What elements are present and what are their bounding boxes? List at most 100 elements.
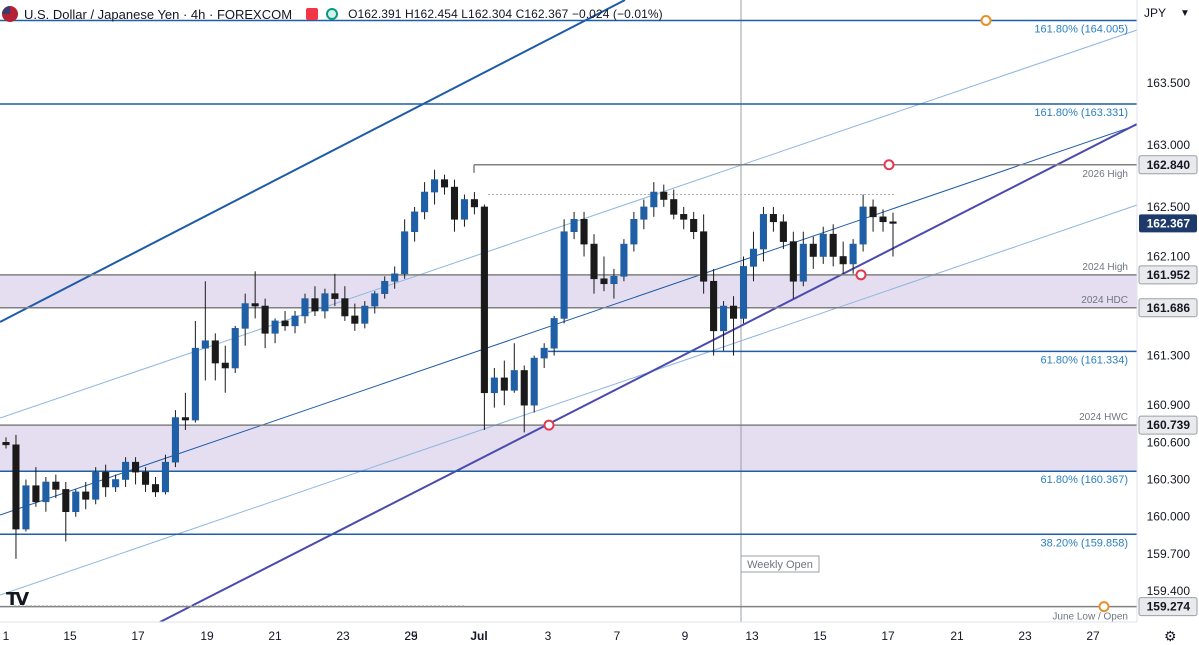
candle (849, 239, 857, 274)
candle (22, 479, 30, 532)
currency-selector[interactable]: JPY ▼ (1138, 1, 1196, 25)
candle-body (759, 214, 767, 250)
candle (351, 303, 359, 331)
candle (749, 231, 758, 282)
symbol-title[interactable]: U.S. Dollar / Japanese Yen · 4h · FOREXC… (24, 6, 293, 22)
candle (32, 467, 40, 507)
price-badge-text: 160.739 (1147, 418, 1191, 432)
price-badge-box (1138, 415, 1198, 435)
candle-body (879, 216, 887, 223)
candle-body (859, 206, 867, 245)
candle-body (321, 293, 329, 312)
tradingview-logo-icon[interactable]: TV (6, 589, 29, 610)
candle-body (580, 219, 588, 245)
candle (859, 194, 867, 252)
candle (759, 206, 767, 262)
candle-body (22, 485, 30, 530)
candle (440, 174, 449, 195)
candle (620, 239, 628, 282)
level-label-10: June Low / Open (1052, 612, 1128, 623)
color-swatch-icon[interactable] (306, 8, 319, 20)
candle-body (630, 219, 638, 245)
candle (470, 192, 478, 215)
candle-body (361, 305, 369, 324)
candle-body (700, 231, 708, 282)
candle (730, 296, 738, 356)
candle (739, 256, 748, 324)
level-label-3: 2026 High (1082, 169, 1128, 180)
candle (201, 281, 209, 381)
candle (500, 360, 508, 406)
candle-body (421, 191, 429, 213)
candle-body (411, 211, 419, 233)
candle-body (112, 479, 120, 488)
candle-body (171, 417, 179, 463)
candle-body (241, 303, 249, 329)
market-status-icon[interactable] (326, 8, 339, 20)
candle-body (769, 214, 777, 223)
x-tick-label-8: 29 (404, 629, 418, 643)
candle (560, 219, 568, 324)
candle (769, 206, 777, 232)
candle (590, 234, 598, 294)
candle-body (12, 444, 20, 530)
ohlc-readout: O162.391 H162.454 L162.304 C162.367 −0.0… (348, 7, 663, 21)
candle-body (151, 484, 160, 493)
candle (62, 481, 70, 542)
candle-body (52, 481, 60, 490)
candle (460, 194, 468, 227)
level-label-7: 2024 HWC (1079, 412, 1128, 423)
channel-quarter-line-2 (0, 204, 1138, 596)
candle (331, 273, 339, 307)
candle-body (590, 243, 598, 280)
candle (580, 211, 588, 257)
gear-icon[interactable]: ⚙ (1164, 628, 1177, 644)
candle (779, 214, 787, 250)
price-badge-3: 161.952 (1138, 265, 1198, 285)
support-zone-1 (0, 274, 1137, 308)
price-badge-text: 162.367 (1147, 216, 1191, 230)
candle (640, 199, 648, 230)
candle-body (141, 471, 150, 485)
weekly-open-label: Weekly Open (740, 555, 820, 573)
level-label-2: 161.80% (163.331) (1034, 107, 1128, 119)
candle-body (500, 377, 508, 391)
candle-body (690, 219, 698, 233)
price-badge-text: 159.274 (1147, 600, 1191, 614)
candle (151, 477, 160, 497)
y-tick-label-5: 161.300 (1147, 349, 1191, 363)
price-badge-box (1138, 265, 1198, 285)
candle (241, 293, 249, 346)
candle-body (221, 362, 229, 369)
high-test-marker (883, 159, 895, 171)
candle-body (431, 179, 439, 193)
candle (251, 271, 259, 319)
candle (450, 179, 459, 232)
candle-body (720, 305, 728, 332)
x-tick-label-9: Jul (470, 629, 487, 643)
candle (2, 437, 10, 449)
candle-body (191, 347, 199, 421)
extension-target-marker (980, 14, 992, 26)
candle-body (809, 243, 817, 257)
candle (540, 343, 548, 368)
level-label-9: 38.20% (159.858) (1041, 537, 1128, 549)
candle (839, 241, 847, 274)
candle-body (122, 461, 130, 480)
candle-body (739, 266, 748, 319)
price-badge-6: 159.274 (1138, 597, 1198, 617)
candle (231, 325, 239, 373)
x-tick-label-17: 23 (1018, 629, 1032, 643)
candle (421, 182, 429, 220)
x-tick-label-7: 25 (404, 629, 418, 643)
candle-body (341, 298, 349, 317)
candle (311, 286, 319, 316)
candle (710, 268, 718, 356)
candle (301, 293, 309, 324)
candle-body (201, 340, 209, 349)
y-tick-label-10: 159.700 (1147, 547, 1191, 561)
candle (650, 182, 658, 217)
candle-body (470, 199, 478, 208)
candle-body (301, 298, 309, 317)
